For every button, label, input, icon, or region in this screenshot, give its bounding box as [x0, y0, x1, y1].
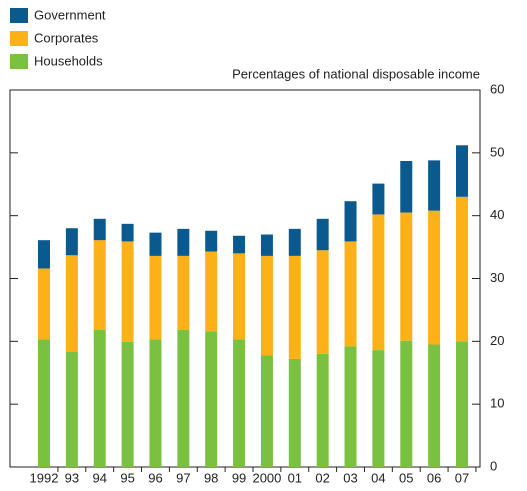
bar-segment — [121, 223, 134, 242]
bar-segment — [400, 340, 413, 467]
bar-segment — [428, 160, 441, 211]
bar-segment — [149, 339, 162, 467]
legend-label: Government — [34, 7, 106, 22]
bar-segment — [205, 331, 218, 467]
bar-segment — [428, 210, 441, 345]
bar-segment — [456, 196, 468, 342]
legend-swatch — [10, 31, 28, 46]
x-tick-label: 07 — [455, 470, 469, 485]
y-tick-label: 0 — [490, 458, 497, 473]
x-tick-label: 2000 — [252, 470, 281, 485]
x-tick-label: 95 — [120, 470, 134, 485]
bar-segment — [65, 255, 78, 353]
y-tick-label: 50 — [490, 144, 504, 159]
bar-segment — [177, 255, 190, 331]
x-tick-label: 99 — [232, 470, 246, 485]
x-tick-label: 96 — [148, 470, 162, 485]
legend-swatch — [10, 54, 28, 69]
bar-segment — [149, 232, 162, 256]
bar-segment — [149, 255, 162, 340]
axis-label: Percentages of national disposable incom… — [232, 66, 480, 81]
x-tick-label: 03 — [343, 470, 357, 485]
y-tick-label: 20 — [490, 333, 504, 348]
bar-segment — [121, 241, 134, 342]
bar-segment — [38, 268, 50, 340]
x-tick-label: 98 — [204, 470, 218, 485]
bar-segment — [400, 161, 413, 213]
bar-segment — [205, 230, 218, 252]
x-tick-label: 06 — [427, 470, 441, 485]
x-tick-label: 93 — [65, 470, 79, 485]
bar-segment — [260, 234, 273, 256]
x-tick-label: 01 — [288, 470, 302, 485]
bar-segment — [400, 212, 413, 341]
x-tick-label: 94 — [92, 470, 106, 485]
bar-segment — [65, 352, 78, 467]
bar-segment — [93, 218, 106, 241]
y-tick-label: 40 — [490, 207, 504, 222]
legend-label: Households — [34, 53, 103, 68]
bar-segment — [428, 344, 441, 467]
bar-segment — [456, 145, 468, 197]
bar-segment — [316, 250, 329, 354]
bar-segment — [288, 358, 301, 467]
bar-segment — [177, 228, 190, 256]
bar-segment — [65, 228, 78, 256]
bar-segment — [344, 241, 357, 347]
bar-segment — [372, 214, 385, 351]
y-tick-label: 30 — [490, 270, 504, 285]
bar-segment — [372, 183, 385, 215]
x-tick-label: 05 — [399, 470, 413, 485]
bar-segment — [93, 240, 106, 331]
bar-segment — [233, 253, 246, 340]
bar-segment — [177, 330, 190, 467]
bar-segment — [344, 346, 357, 467]
bar-segment — [205, 251, 218, 332]
bar-segment — [260, 355, 273, 467]
x-tick-label: 04 — [371, 470, 385, 485]
bar-segment — [316, 218, 329, 251]
bar-segment — [288, 228, 301, 256]
bar-segment — [288, 255, 301, 359]
legend-swatch — [10, 8, 28, 23]
bar-segment — [38, 339, 50, 467]
x-tick-label: 97 — [176, 470, 190, 485]
y-tick-label: 60 — [490, 81, 504, 96]
bar-segment — [344, 201, 357, 242]
x-tick-label: 02 — [315, 470, 329, 485]
y-tick-label: 10 — [490, 396, 504, 411]
x-tick-label: 1992 — [30, 470, 59, 485]
bar-segment — [456, 341, 468, 467]
bar-segment — [316, 353, 329, 467]
bar-segment — [233, 339, 246, 467]
bar-segment — [260, 255, 273, 356]
bar-segment — [372, 350, 385, 467]
bar-segment — [233, 235, 246, 254]
bar-segment — [38, 240, 50, 269]
bar-segment — [93, 330, 106, 467]
bar-segment — [121, 341, 134, 467]
legend-label: Corporates — [34, 30, 99, 45]
